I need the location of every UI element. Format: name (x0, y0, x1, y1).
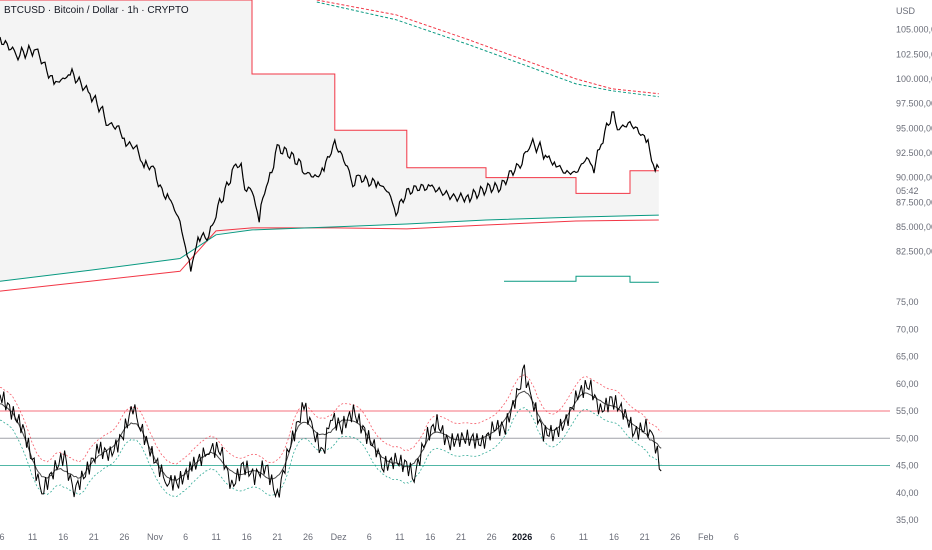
countdown-label: 05:42 (896, 186, 919, 196)
support-step-line (504, 275, 659, 283)
currency-label: USD (896, 6, 916, 16)
time-tick-label: 16 (609, 532, 619, 542)
price-series-line (0, 36, 660, 272)
time-tick-label: 2026 (512, 532, 532, 542)
osc-series-line (0, 364, 662, 499)
time-tick-label: 6 (550, 532, 555, 542)
osc-upper-band (0, 374, 662, 465)
price-axis[interactable]: USD 105.000,00 102.500,00 100.000,00 97.500,… (896, 6, 932, 257)
time-tick-label: 6 (183, 532, 188, 542)
time-tick-label: 6 (367, 532, 372, 542)
time-tick-label: 6 (734, 532, 739, 542)
time-tick-label: 21 (456, 532, 466, 542)
osc-tick-label: 50,00 (896, 433, 919, 443)
upper-envelope-green (316, 1, 659, 98)
time-tick-label: 16 (242, 532, 252, 542)
time-axis[interactable]: 6 11 16 21 26 Nov 6 11 16 21 26 Dez 6 11 16 21 26 2026 6 11… (0, 532, 739, 542)
osc-tick-label: 55,00 (896, 406, 919, 416)
osc-tick-label: 40,00 (896, 488, 919, 498)
time-tick-label: 26 (303, 532, 313, 542)
osc-tick-label: 35,00 (896, 515, 919, 525)
price-tick-label: 87.500,00 (896, 197, 932, 207)
time-tick-label: Nov (147, 532, 164, 542)
osc-lower-band (0, 407, 662, 498)
resistance-step-line (0, 0, 659, 194)
upper-envelope-red (316, 0, 659, 95)
oscillator-axis[interactable]: 75,00 70,00 65,00 60,00 55,00 50,00 45,00 40,00… (896, 297, 919, 525)
support-trend-green (0, 214, 659, 282)
time-tick-label: 16 (425, 532, 435, 542)
time-tick-label: 26 (119, 532, 129, 542)
time-tick-label: 21 (89, 532, 99, 542)
osc-signal-line (0, 390, 662, 481)
osc-tick-label: 70,00 (896, 324, 919, 334)
price-tick-label: 100.000,00 (896, 74, 932, 84)
time-tick-label: 21 (640, 532, 650, 542)
time-tick-label: 11 (28, 532, 37, 542)
osc-tick-label: 65,00 (896, 352, 919, 362)
price-tick-label: 95.000,00 (896, 123, 932, 133)
price-tick-label: 97.500,00 (896, 99, 932, 109)
time-tick-label: 11 (579, 532, 588, 542)
time-tick-label: 11 (395, 532, 404, 542)
price-pane[interactable] (0, 0, 660, 292)
time-tick-label: Feb (698, 532, 714, 542)
time-tick-label: Dez (331, 532, 348, 542)
oscillator-pane[interactable] (0, 364, 890, 499)
symbol-legend[interactable]: BTCUSD · Bitcoin / Dollar · 1h · CRYPTO (4, 5, 189, 16)
price-tick-label: 102.500,00 (896, 49, 932, 59)
time-tick-label: 11 (212, 532, 221, 542)
osc-tick-label: 75,00 (896, 297, 919, 307)
osc-tick-label: 60,00 (896, 379, 919, 389)
time-tick-label: 21 (272, 532, 282, 542)
price-tick-label: 92.500,00 (896, 148, 932, 158)
time-tick-label: 26 (487, 532, 497, 542)
osc-tick-label: 45,00 (896, 461, 919, 471)
price-tick-label: 85.000,00 (896, 222, 932, 232)
price-tick-label: 90.000,00 (896, 173, 932, 183)
time-tick-label: 26 (670, 532, 680, 542)
price-tick-label: 105.000,00 (896, 25, 932, 35)
range-band (0, 0, 659, 282)
price-tick-label: 82.500,00 (896, 247, 932, 257)
time-tick-label: 6 (0, 532, 5, 542)
time-tick-label: 16 (58, 532, 68, 542)
